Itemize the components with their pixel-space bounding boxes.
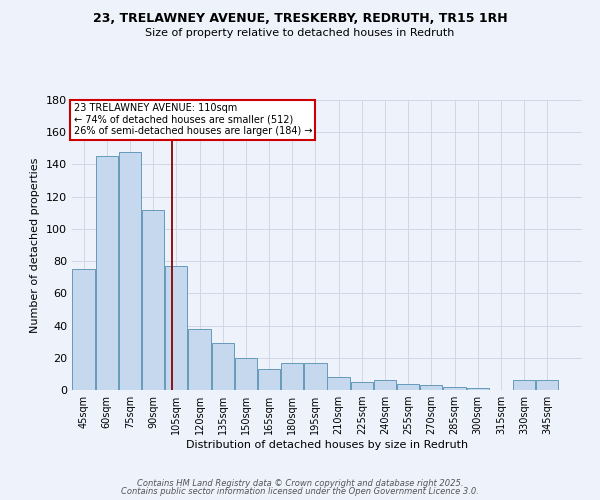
Y-axis label: Number of detached properties: Number of detached properties — [31, 158, 40, 332]
Bar — [536, 380, 559, 390]
Bar — [513, 380, 535, 390]
Text: Contains HM Land Registry data © Crown copyright and database right 2025.: Contains HM Land Registry data © Crown c… — [137, 478, 463, 488]
Bar — [281, 362, 304, 390]
Text: Size of property relative to detached houses in Redruth: Size of property relative to detached ho… — [145, 28, 455, 38]
Bar — [467, 388, 489, 390]
Bar — [73, 269, 95, 390]
Text: 23 TRELAWNEY AVENUE: 110sqm
← 74% of detached houses are smaller (512)
26% of se: 23 TRELAWNEY AVENUE: 110sqm ← 74% of det… — [74, 103, 312, 136]
Bar — [350, 382, 373, 390]
Bar — [374, 380, 396, 390]
Text: 23, TRELAWNEY AVENUE, TRESKERBY, REDRUTH, TR15 1RH: 23, TRELAWNEY AVENUE, TRESKERBY, REDRUTH… — [92, 12, 508, 26]
Bar — [420, 385, 442, 390]
Text: Contains public sector information licensed under the Open Government Licence 3.: Contains public sector information licen… — [121, 487, 479, 496]
Bar — [258, 369, 280, 390]
Bar — [235, 358, 257, 390]
Bar — [443, 387, 466, 390]
Bar — [397, 384, 419, 390]
Bar — [304, 362, 326, 390]
Bar — [212, 344, 234, 390]
Bar — [188, 329, 211, 390]
Bar — [119, 152, 141, 390]
X-axis label: Distribution of detached houses by size in Redruth: Distribution of detached houses by size … — [186, 440, 468, 450]
Bar — [95, 156, 118, 390]
Bar — [165, 266, 187, 390]
Bar — [142, 210, 164, 390]
Bar — [328, 377, 350, 390]
